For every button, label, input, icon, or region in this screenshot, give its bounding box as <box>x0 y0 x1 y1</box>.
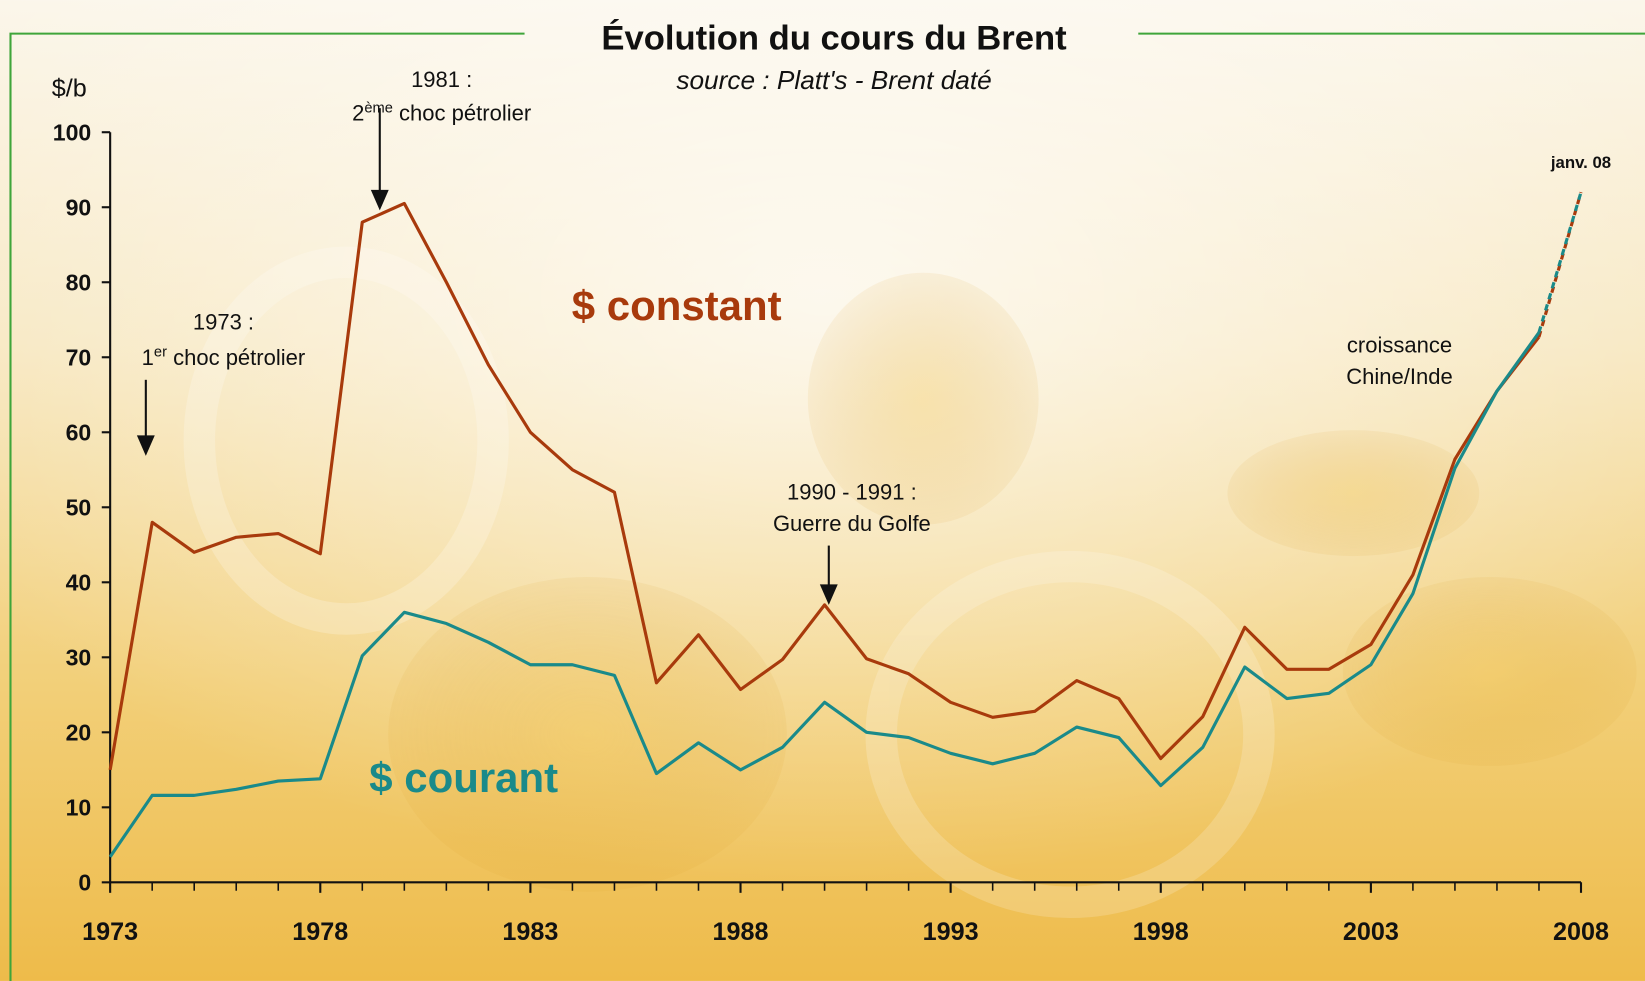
x-tick-label: 1973 <box>82 918 138 946</box>
frame <box>9 32 1645 981</box>
y-tick-label: 20 <box>66 720 92 746</box>
annotation-arrows <box>136 108 838 605</box>
x-tick-label: 1988 <box>713 918 769 946</box>
annotation-text: 1er choc pétrolier <box>142 345 306 370</box>
series-label: $ constant <box>572 282 782 329</box>
series-line <box>108 201 1541 771</box>
x-tick-label: 1998 <box>1133 918 1189 946</box>
annotation-superscript: ème <box>364 100 393 116</box>
chart-title: Évolution du cours du Brent <box>601 17 1067 57</box>
annotation-text: Guerre du Golfe <box>773 511 931 536</box>
y-tick-label: 100 <box>53 120 92 146</box>
chart-subtitle: source : Platt's - Brent daté <box>676 65 991 95</box>
y-tick-label: 10 <box>66 795 92 821</box>
x-tick-label: 1993 <box>923 918 979 946</box>
annotation-text: Chine/Inde <box>1346 364 1453 389</box>
x-tick-label: 1978 <box>292 918 348 946</box>
annotation-text: 1973 : <box>193 309 254 334</box>
y-tick-label: 90 <box>66 195 92 221</box>
x-tick-label: 2003 <box>1343 918 1399 946</box>
y-tick-label: 50 <box>66 495 92 521</box>
annotation-text: choc pétrolier <box>393 101 531 126</box>
y-tick-label: 40 <box>66 570 92 596</box>
series-line-dashed <box>1537 191 1583 333</box>
annotation-text: 1981 : <box>411 67 472 92</box>
background-decoration <box>183 246 1637 919</box>
y-tick-label: 60 <box>66 420 92 446</box>
annotation-text: 2 <box>352 101 364 126</box>
annotation-text: 2ème choc pétrolier <box>352 100 531 125</box>
y-tick-label: 70 <box>66 345 92 371</box>
annotation-text: 1 <box>142 345 154 370</box>
y-axis-label: $/b <box>52 75 87 103</box>
annotation-superscript: er <box>154 345 167 361</box>
annotation-text: janv. 08 <box>1550 153 1611 172</box>
x-tick-label: 1983 <box>502 918 558 946</box>
plot-area: 0 10 20 30 40 50 60 70 80 90 100 1973 1978 1983 1988 19… <box>53 67 1611 946</box>
y-tick-label: 80 <box>66 270 92 296</box>
series-label: $ courant <box>369 754 558 801</box>
annotation-text: croissance <box>1347 333 1452 358</box>
y-tick-label: 0 <box>78 870 91 896</box>
annotation-text: 1990 - 1991 : <box>787 479 917 504</box>
series-line <box>108 331 1541 858</box>
y-tick-label: 30 <box>66 645 92 671</box>
x-tick-label: 2008 <box>1553 918 1609 946</box>
annotation-text: choc pétrolier <box>167 345 305 370</box>
